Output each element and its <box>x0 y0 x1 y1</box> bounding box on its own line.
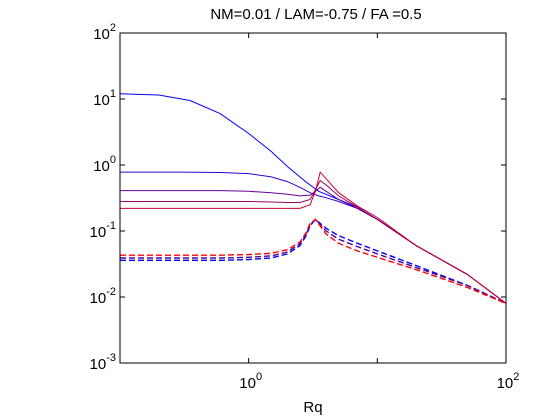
axes-box <box>119 32 507 364</box>
series-line-5 <box>120 171 507 304</box>
plot-area: 100 102 10-3 10-2 10-1 100 101 102 <box>90 22 520 392</box>
tick-layer: 100 102 10-3 10-2 10-1 100 101 102 <box>90 22 520 392</box>
y-tick-label: 100 <box>93 154 116 175</box>
series-line-8 <box>120 218 507 305</box>
y-tick-label: 10-1 <box>90 220 116 241</box>
y-tick-label: 102 <box>93 22 116 43</box>
chart-title: NM=0.01 / LAM=-0.75 / FA =0.5 <box>210 6 421 23</box>
y-tick-label: 10-2 <box>90 286 116 307</box>
x-axis-label: Rq <box>303 399 322 416</box>
series-line-7 <box>120 218 507 305</box>
series-line-6 <box>120 218 507 305</box>
y-tick-label: 10-3 <box>90 352 116 373</box>
x-tick-label: 100 <box>239 371 262 392</box>
x-tick-label: 102 <box>497 371 520 392</box>
series-layer <box>119 93 507 305</box>
y-tick-label: 101 <box>93 88 116 109</box>
